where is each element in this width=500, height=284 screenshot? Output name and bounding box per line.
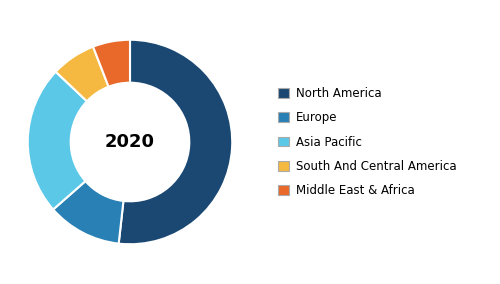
Wedge shape (53, 181, 124, 244)
Wedge shape (56, 47, 108, 101)
Legend: North America, Europe, Asia Pacific, South And Central America, Middle East & Af: North America, Europe, Asia Pacific, Sou… (278, 87, 456, 197)
Wedge shape (28, 72, 87, 210)
Wedge shape (93, 40, 130, 87)
Text: 2020: 2020 (105, 133, 155, 151)
Wedge shape (118, 40, 232, 244)
